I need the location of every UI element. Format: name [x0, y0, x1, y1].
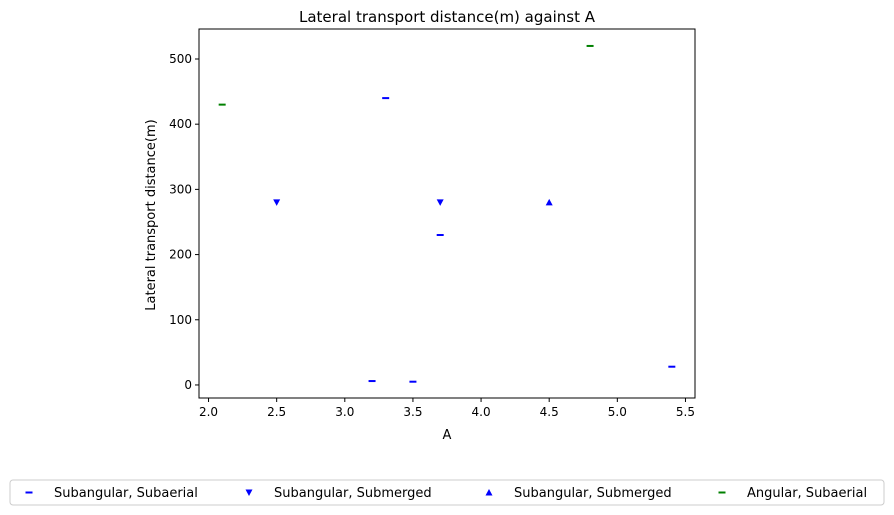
x-tick-label: 5.5	[676, 405, 695, 419]
data-point	[273, 199, 281, 206]
chart-title: Lateral transport distance(m) against A	[299, 8, 596, 26]
plot-frame	[198, 28, 696, 399]
x-tick-label: 2.5	[267, 405, 286, 419]
y-tick-label: 400	[169, 117, 192, 131]
legend-label: Subangular, Submerged	[514, 486, 672, 501]
y-tick-label: 200	[169, 248, 192, 262]
data-points	[218, 44, 676, 383]
data-point	[545, 198, 553, 206]
legend-label: Subangular, Subaerial	[54, 486, 198, 501]
legend-marker	[485, 489, 493, 496]
x-axis-label: A	[443, 428, 452, 443]
x-tick-label: 3.0	[335, 405, 354, 419]
data-point	[436, 199, 444, 206]
y-tick-label: 100	[169, 313, 192, 327]
x-tick-label: 2.0	[199, 405, 218, 419]
plot-axes: 2.0 2.5 3.0 3.5 4.0 4.5 5.0 5.5 0 100 200 300 400 500	[169, 28, 696, 419]
legend-label: Angular, Subaerial	[747, 486, 867, 501]
legend-label: Subangular, Submerged	[274, 486, 432, 501]
y-tick-label: 300	[169, 182, 192, 196]
y-axis-label: Lateral transport distance(m)	[144, 119, 159, 310]
x-tick-label: 5.0	[608, 405, 627, 419]
y-tick-label: 0	[184, 378, 192, 392]
legend-box	[9, 479, 885, 506]
x-tick-label: 4.0	[472, 405, 491, 419]
x-tick-label: 4.5	[540, 405, 559, 419]
x-tick-label: 3.5	[403, 405, 422, 419]
legend-marker	[245, 489, 253, 496]
legend: Subangular, Subaerial Subangular, Submerg…	[9, 479, 885, 506]
y-tick-label: 500	[169, 52, 192, 66]
